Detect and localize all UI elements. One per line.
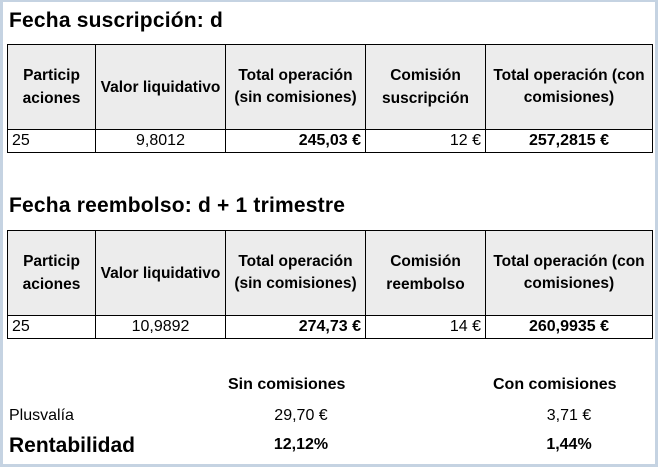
cell-total-con-comisiones[interactable]: 257,2815 €: [485, 129, 653, 153]
cell-participaciones[interactable]: 25: [7, 129, 96, 153]
redemption-table: Particip aciones Valor liquidativo Total…: [7, 230, 653, 339]
spreadsheet-sheet: Fecha suscripción: d Particip aciones Va…: [3, 2, 655, 464]
header-valor-liquidativo: Valor liquidativo: [95, 44, 226, 130]
cell-participaciones[interactable]: 25: [7, 315, 96, 339]
header-comision-reembolso: Comisión reembolso: [365, 230, 486, 316]
subscription-header-row: Particip aciones Valor liquidativo Total…: [7, 44, 653, 130]
plusvalia-sin-comisiones[interactable]: 29,70 €: [274, 407, 328, 424]
plusvalia-con-comisiones[interactable]: 3,71 €: [546, 407, 592, 424]
subscription-section-title: Fecha suscripción: d: [9, 9, 224, 32]
header-valor-liquidativo: Valor liquidativo: [95, 230, 226, 316]
header-total-con-comisiones: Total operación (con comisiones): [485, 44, 653, 130]
redemption-value-row: 25 10,9892 274,73 € 14 € 260,9935 €: [7, 315, 653, 339]
summary-header-con-comisiones: Con comisiones: [493, 376, 617, 393]
header-participaciones: Particip aciones: [7, 44, 96, 130]
cell-total-sin-comisiones[interactable]: 245,03 €: [225, 129, 366, 153]
rentabilidad-sin-comisiones[interactable]: 12,12%: [273, 436, 329, 453]
cell-total-con-comisiones[interactable]: 260,9935 €: [485, 315, 653, 339]
cell-comision[interactable]: 14 €: [365, 315, 486, 339]
header-total-sin-comisiones: Total operación (sin comisiones): [225, 230, 366, 316]
summary-header-sin-comisiones: Sin comisiones: [228, 376, 346, 393]
subscription-table: Particip aciones Valor liquidativo Total…: [7, 44, 653, 153]
rentabilidad-label: Rentabilidad: [9, 434, 136, 457]
cell-valor-liquidativo[interactable]: 9,8012: [95, 129, 226, 153]
redemption-section-title: Fecha reembolso: d + 1 trimestre: [9, 194, 346, 217]
subscription-value-row: 25 9,8012 245,03 € 12 € 257,2815 €: [7, 129, 653, 153]
header-participaciones: Particip aciones: [7, 230, 96, 316]
redemption-header-row: Particip aciones Valor liquidativo Total…: [7, 230, 653, 316]
cell-total-sin-comisiones[interactable]: 274,73 €: [225, 315, 366, 339]
cell-valor-liquidativo[interactable]: 10,9892: [95, 315, 226, 339]
header-total-con-comisiones: Total operación (con comisiones): [485, 230, 653, 316]
cell-comision[interactable]: 12 €: [365, 129, 486, 153]
rentabilidad-con-comisiones[interactable]: 1,44%: [546, 436, 592, 453]
header-comision-suscripcion: Comisión suscripción: [365, 44, 486, 130]
plusvalia-label: Plusvalía: [9, 407, 74, 424]
header-total-sin-comisiones: Total operación (sin comisiones): [225, 44, 366, 130]
